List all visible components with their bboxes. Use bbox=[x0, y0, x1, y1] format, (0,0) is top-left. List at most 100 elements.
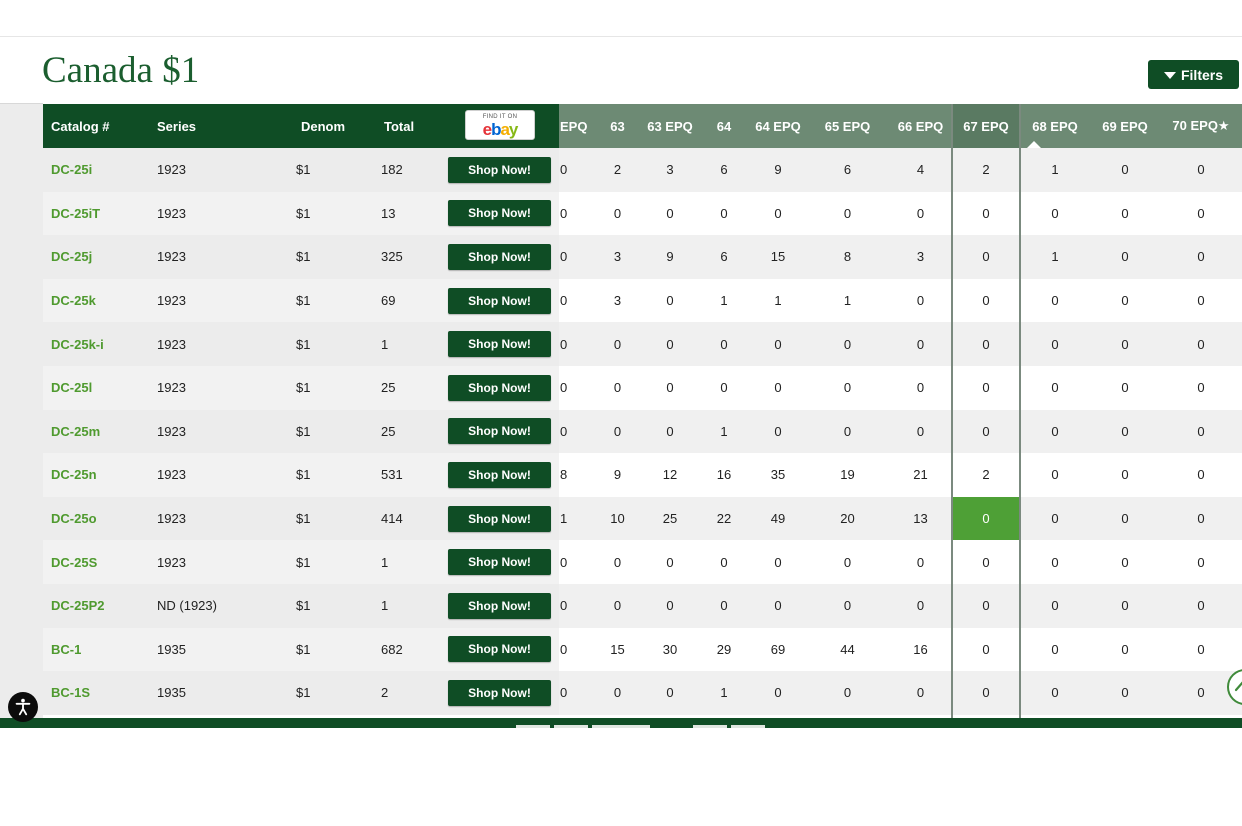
catalog-link[interactable]: DC-25n bbox=[51, 467, 97, 483]
catalog-link[interactable]: DC-25l bbox=[51, 380, 93, 396]
grade-count-cell: 0 bbox=[1197, 467, 1205, 483]
shop-now-button[interactable]: Shop Now! bbox=[448, 374, 551, 401]
header-grade-7[interactable]: 67 EPQ bbox=[952, 104, 1020, 148]
shop-now-button[interactable]: Shop Now! bbox=[448, 549, 551, 576]
grade-count-cell: 0 bbox=[843, 598, 852, 614]
grade-count-cell: 0 bbox=[1121, 205, 1129, 221]
denom-cell: $1 bbox=[296, 249, 311, 265]
grade-count-cell: 3 bbox=[916, 249, 925, 265]
grade-count-cell: 0 bbox=[982, 685, 990, 701]
shop-now-button[interactable]: Shop Now! bbox=[448, 287, 551, 314]
catalog-link[interactable]: DC-25iT bbox=[51, 205, 101, 221]
header-grade-5[interactable]: 65 EPQ bbox=[806, 104, 889, 148]
catalog-link[interactable]: DC-25k-i bbox=[51, 336, 104, 352]
catalog-link[interactable]: BC-1S bbox=[51, 685, 91, 701]
grade-count-cell: 19 bbox=[840, 467, 855, 483]
grade-count-cell: 0 bbox=[613, 380, 622, 396]
catalog-link[interactable]: DC-25o bbox=[51, 511, 97, 527]
catalog-link[interactable]: BC-1 bbox=[51, 641, 82, 657]
grade-count-cell: 6 bbox=[720, 249, 728, 265]
header-grade-8[interactable]: 68 EPQ bbox=[1020, 104, 1090, 148]
grade-count-cell: 9 bbox=[774, 162, 782, 178]
grade-count-cell: 49 bbox=[770, 511, 786, 527]
series-cell: 1935 bbox=[157, 641, 186, 657]
scroll-to-top-button[interactable] bbox=[1227, 669, 1242, 705]
filters-label: Filters bbox=[1180, 66, 1223, 83]
grade-count-cell: 0 bbox=[952, 496, 1020, 541]
header-series[interactable]: Series bbox=[157, 118, 197, 134]
denom-cell: $1 bbox=[296, 467, 311, 483]
grade-count-cell: 1 bbox=[560, 511, 568, 527]
header-grade-0[interactable]: EPQ bbox=[559, 104, 594, 148]
header-denom[interactable]: Denom bbox=[301, 118, 346, 134]
row-grades-bg bbox=[559, 453, 1242, 497]
grade-count-cell: 0 bbox=[666, 685, 674, 701]
grade-count-cell: 0 bbox=[982, 380, 990, 396]
grade-count-cell: 0 bbox=[1197, 554, 1205, 570]
header-grade-4[interactable]: 64 EPQ bbox=[750, 104, 806, 148]
grade-count-cell: 0 bbox=[1197, 423, 1205, 439]
selected-column-right-border bbox=[1019, 104, 1021, 718]
header-grade-6[interactable]: 66 EPQ bbox=[889, 104, 952, 148]
grade-count-cell: 1 bbox=[720, 423, 728, 439]
grade-count-cell: 2 bbox=[613, 162, 622, 178]
grade-count-cell: 0 bbox=[982, 641, 990, 657]
shop-now-button[interactable]: Shop Now! bbox=[448, 505, 551, 532]
grade-count-cell: 0 bbox=[560, 205, 568, 221]
pager-prev[interactable] bbox=[554, 725, 588, 728]
shop-now-button[interactable]: Shop Now! bbox=[448, 331, 551, 358]
grade-count-cell: 0 bbox=[666, 554, 674, 570]
shop-now-button[interactable]: Shop Now! bbox=[448, 636, 551, 663]
shop-now-button[interactable]: Shop Now! bbox=[448, 418, 551, 445]
grade-count-cell: 0 bbox=[613, 685, 622, 701]
grade-count-cell: 0 bbox=[666, 293, 674, 309]
table-row: DC-25m 1923 $1 25 Shop Now! 0 0 0 1 0 0 0 0 0 0 0 bbox=[43, 409, 1242, 454]
catalog-link[interactable]: DC-25i bbox=[51, 162, 93, 178]
pager-page-input[interactable] bbox=[592, 725, 650, 728]
grade-count-cell: 0 bbox=[982, 423, 990, 439]
catalog-link[interactable]: DC-25S bbox=[51, 554, 98, 570]
pager-next[interactable] bbox=[693, 725, 727, 728]
denom-cell: $1 bbox=[296, 685, 311, 701]
header-catalog[interactable]: Catalog # bbox=[51, 118, 110, 134]
grade-count-cell: 0 bbox=[613, 554, 622, 570]
total-cell: 182 bbox=[381, 162, 403, 178]
grade-count-cell: 0 bbox=[613, 205, 622, 221]
total-cell: 25 bbox=[381, 423, 396, 439]
grade-count-cell: 0 bbox=[982, 554, 990, 570]
grade-count-cell: 12 bbox=[662, 467, 678, 483]
header-grade-9[interactable]: 69 EPQ bbox=[1090, 104, 1160, 148]
catalog-link[interactable]: DC-25m bbox=[51, 423, 101, 439]
accessibility-icon[interactable] bbox=[8, 692, 38, 722]
filters-button[interactable]: Filters bbox=[1148, 60, 1239, 89]
denom-cell: $1 bbox=[296, 336, 311, 352]
header-grade-1[interactable]: 63 bbox=[593, 104, 642, 148]
denom-cell: $1 bbox=[296, 554, 311, 570]
row-grades-bg bbox=[559, 278, 1242, 323]
shop-now-button[interactable]: Shop Now! bbox=[448, 679, 551, 706]
ebay-find-badge[interactable]: FIND IT ON ebay bbox=[465, 110, 535, 140]
total-cell: 414 bbox=[381, 511, 403, 527]
grade-count-cell: 0 bbox=[1121, 293, 1129, 309]
header-grade-2[interactable]: 63 EPQ bbox=[642, 104, 698, 148]
catalog-link[interactable]: DC-25j bbox=[51, 249, 93, 265]
catalog-link[interactable]: DC-25P2 bbox=[51, 598, 105, 614]
shop-now-button[interactable]: Shop Now! bbox=[448, 461, 551, 488]
shop-now-button[interactable]: Shop Now! bbox=[448, 592, 551, 619]
pager-first[interactable] bbox=[516, 725, 550, 728]
catalog-link[interactable]: DC-25k bbox=[51, 293, 96, 309]
top-bar bbox=[0, 0, 1242, 37]
grade-count-cell: 0 bbox=[843, 685, 852, 701]
grade-count-cell: 0 bbox=[1197, 205, 1205, 221]
total-cell: 682 bbox=[381, 641, 403, 657]
header-grade-10[interactable]: 70 EPQ★ bbox=[1160, 104, 1242, 148]
shop-now-button[interactable]: Shop Now! bbox=[448, 243, 551, 270]
grade-count-cell: 0 bbox=[774, 380, 782, 396]
total-cell: 25 bbox=[381, 380, 396, 396]
pager-last[interactable] bbox=[731, 725, 765, 728]
shop-now-button[interactable]: Shop Now! bbox=[448, 156, 551, 183]
header-grade-3[interactable]: 64 bbox=[698, 104, 750, 148]
grade-count-cell: 0 bbox=[560, 336, 568, 352]
shop-now-button[interactable]: Shop Now! bbox=[448, 200, 551, 227]
header-total[interactable]: Total bbox=[384, 118, 415, 134]
